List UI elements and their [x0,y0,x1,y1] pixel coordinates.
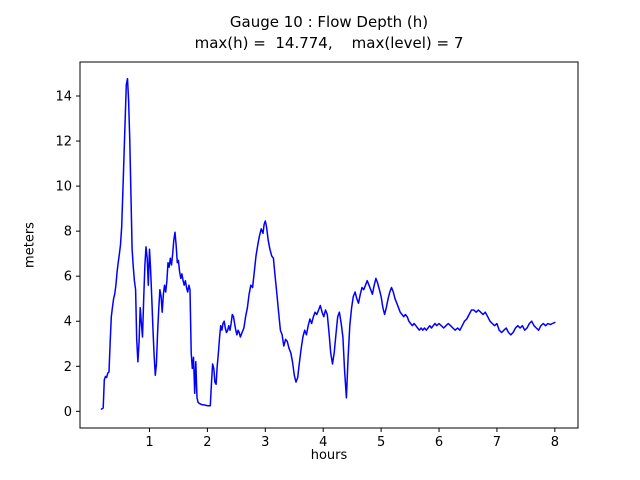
x-tick-label: 6 [435,435,443,450]
x-tick-label: 7 [493,435,501,450]
y-tick-label: 0 [64,405,72,420]
x-tick-label: 5 [377,435,385,450]
chart-title-block: Gauge 10 : Flow Depth (h) max(h) = 14.77… [80,12,578,54]
y-tick-label: 14 [55,90,72,105]
x-axis-label: hours [310,448,348,463]
y-tick-label: 10 [55,180,72,195]
chart-subtitle: max(h) = 14.774, max(level) = 7 [194,34,464,52]
y-tick-label: 2 [64,360,72,375]
y-axis-label: meters [22,222,38,268]
x-tick-label: 8 [551,435,559,450]
y-tick-label: 12 [55,135,72,150]
x-tick-label: 3 [261,435,269,450]
x-tick-label: 4 [319,435,327,450]
chart-title: Gauge 10 : Flow Depth (h) [229,13,429,31]
y-tick-label: 4 [64,315,72,330]
y-tick-label: 6 [64,270,72,285]
plot-frame [79,61,579,429]
y-tick-label: 8 [64,225,72,240]
x-tick-label: 2 [203,435,211,450]
x-tick-label: 1 [145,435,153,450]
flow-depth-line [100,77,556,410]
